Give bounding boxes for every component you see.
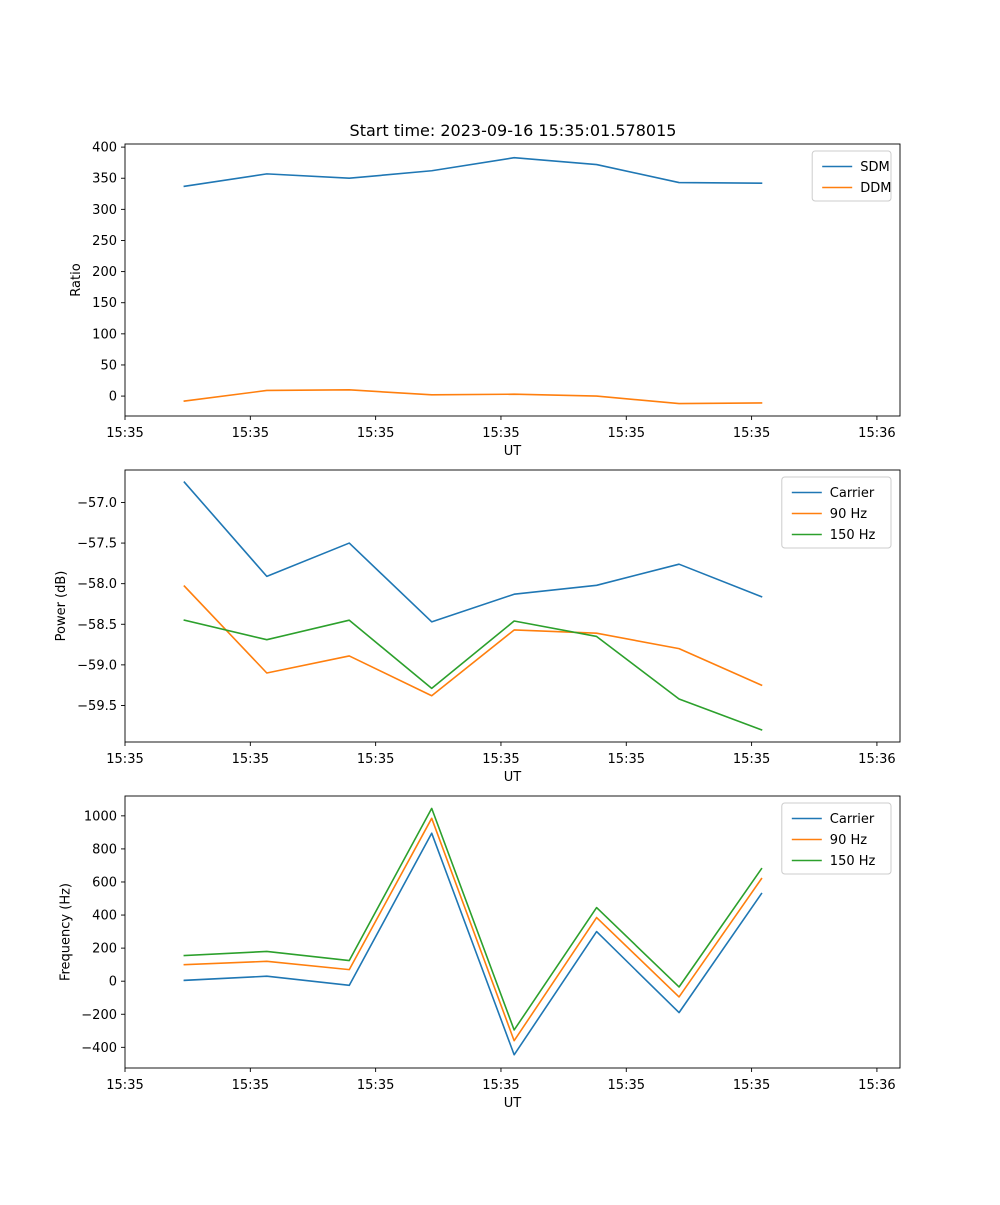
x-tick-label: 15:35 xyxy=(482,752,519,767)
y-tick-label: 0 xyxy=(109,390,117,405)
series-line-sdm xyxy=(183,156,763,188)
x-tick-label: 15:35 xyxy=(608,752,645,767)
x-tick-label: 15:35 xyxy=(357,1078,394,1093)
x-tick-label: 15:35 xyxy=(733,1078,770,1093)
series-line-150-hz xyxy=(183,807,763,1031)
y-tick-label: 200 xyxy=(92,942,117,957)
legend-label: 150 Hz xyxy=(830,854,876,869)
panel-frequency: 15:35 15:35 15:35 15:35 15:35 15:35 15:36 UT 100… xyxy=(58,795,901,1111)
x-tick-label: 15:35 xyxy=(106,752,143,767)
y-axis-label: Frequency (Hz) xyxy=(58,883,73,981)
y-tick-label: 350 xyxy=(92,172,117,187)
x-tick-label: 15:35 xyxy=(608,1078,645,1093)
series-line-carrier xyxy=(183,832,763,1056)
y-tick-label: 600 xyxy=(92,875,117,890)
x-tick-label: 15:36 xyxy=(858,426,895,441)
x-tick-label: 15:35 xyxy=(482,426,519,441)
series-line-ddm xyxy=(183,389,763,405)
x-tick-label: 15:35 xyxy=(232,752,269,767)
legend-box xyxy=(811,150,892,202)
legend-label: 90 Hz xyxy=(830,507,867,522)
legend-label: 150 Hz xyxy=(830,528,876,543)
y-tick-label: 200 xyxy=(92,265,117,280)
legend-label: Carrier xyxy=(830,486,875,501)
x-tick-label: 15:35 xyxy=(232,1078,269,1093)
y-tick-label: −57.0 xyxy=(77,496,117,511)
y-tick-label: 300 xyxy=(92,203,117,218)
y-tick-label: 800 xyxy=(92,842,117,857)
y-tick-label: −200 xyxy=(81,1008,117,1023)
y-tick-label: 0 xyxy=(109,975,117,990)
y-tick-label: 400 xyxy=(92,909,117,924)
y-axis-label: Ratio xyxy=(69,263,84,296)
x-tick-label: 15:35 xyxy=(733,752,770,767)
y-tick-label: −59.5 xyxy=(77,699,117,714)
x-tick-label: 15:35 xyxy=(608,426,645,441)
y-tick-label: −57.5 xyxy=(77,537,117,552)
y-tick-label: −58.5 xyxy=(77,618,117,633)
panel-ratio: 15:35 15:35 15:35 15:35 15:35 15:35 15:36 UT 0 50… xyxy=(69,141,901,459)
x-axis-label: UT xyxy=(504,1096,522,1111)
y-tick-label: −400 xyxy=(81,1041,117,1056)
x-tick-label: 15:36 xyxy=(858,752,895,767)
x-tick-label: 15:35 xyxy=(357,752,394,767)
y-tick-label: 250 xyxy=(92,234,117,249)
x-tick-label: 15:35 xyxy=(733,426,770,441)
x-tick-label: 15:35 xyxy=(232,426,269,441)
plot-frame xyxy=(124,795,901,1069)
legend-label: DDM xyxy=(860,181,891,196)
plot-frame xyxy=(124,469,901,743)
y-axis-label: Power (dB) xyxy=(54,571,69,642)
legend-label: 90 Hz xyxy=(830,833,867,848)
legend-label: Carrier xyxy=(830,812,875,827)
y-tick-label: 400 xyxy=(92,141,117,156)
legend-box xyxy=(781,476,892,549)
x-tick-label: 15:35 xyxy=(482,1078,519,1093)
x-tick-label: 15:35 xyxy=(106,1078,143,1093)
plot-frame xyxy=(124,143,901,417)
x-tick-label: 15:35 xyxy=(357,426,394,441)
series-line-90-hz xyxy=(183,817,763,1042)
series-line-90-hz xyxy=(183,584,763,697)
x-tick-label: 15:35 xyxy=(106,426,143,441)
x-axis-label: UT xyxy=(504,444,522,459)
panel-power: 15:35 15:35 15:35 15:35 15:35 15:35 15:36 UT −57… xyxy=(54,469,901,785)
x-axis-label: UT xyxy=(504,770,522,785)
y-tick-label: 100 xyxy=(92,327,117,342)
legend: Carrier 90 Hz 150 Hz xyxy=(781,476,892,549)
y-tick-label: 1000 xyxy=(84,809,117,824)
y-tick-label: 150 xyxy=(92,296,117,311)
y-tick-label: 50 xyxy=(100,358,117,373)
legend: Carrier 90 Hz 150 Hz xyxy=(781,802,892,875)
x-tick-label: 15:36 xyxy=(858,1078,895,1093)
series-line-150-hz xyxy=(183,619,763,731)
legend-box xyxy=(781,802,892,875)
series-line-carrier xyxy=(183,481,763,623)
legend: SDM DDM xyxy=(811,150,892,202)
legend-label: SDM xyxy=(860,160,889,175)
y-tick-label: −59.0 xyxy=(77,658,117,673)
y-tick-label: −58.0 xyxy=(77,577,117,592)
figure-title: Start time: 2023-09-16 15:35:01.578015 xyxy=(350,121,677,140)
